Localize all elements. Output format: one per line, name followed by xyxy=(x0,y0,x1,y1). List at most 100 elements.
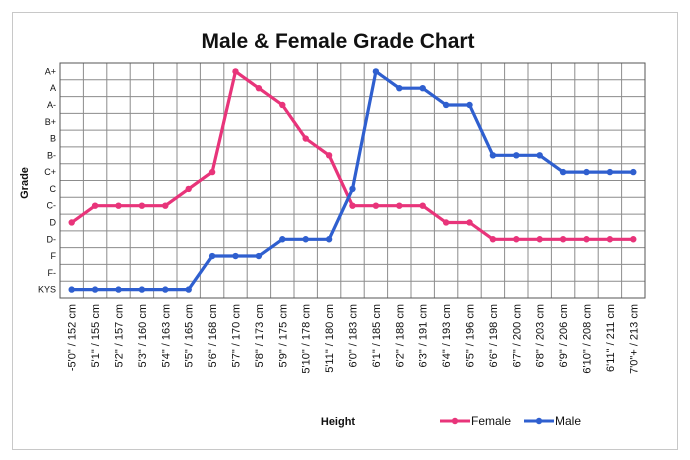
data-point-female xyxy=(232,68,239,75)
x-tick-label: 5'10" / 178 cm xyxy=(301,304,313,374)
data-point-female xyxy=(208,168,216,176)
data-point-male xyxy=(606,168,614,176)
x-axis-label: Height xyxy=(321,416,356,428)
data-point-female xyxy=(325,152,333,159)
data-point-female xyxy=(349,202,356,209)
x-tick-label: -5'0" / 152 cm xyxy=(67,304,79,371)
x-tick-label: 5'2" / 157 cm xyxy=(114,304,126,367)
data-point-male xyxy=(513,152,520,159)
data-point-male xyxy=(68,286,75,293)
data-point-female xyxy=(489,236,497,243)
legend-female-label: Female xyxy=(471,414,511,428)
data-point-female xyxy=(536,236,543,243)
data-point-male xyxy=(466,101,473,109)
x-tick-label: 6'7" / 200 cm xyxy=(511,304,523,367)
data-point-male xyxy=(138,286,146,293)
data-point-female xyxy=(559,236,567,243)
x-tick-label: 6'9" / 206 cm xyxy=(558,304,570,367)
data-point-female xyxy=(185,185,192,193)
x-tick-label: 6'10" / 208 cm xyxy=(582,304,594,374)
y-tick-label: F- xyxy=(48,268,57,278)
data-point-male xyxy=(255,252,263,260)
data-point-male xyxy=(419,84,426,92)
data-point-female xyxy=(91,202,99,209)
x-tick-label: 6'5" / 196 cm xyxy=(465,304,477,367)
x-tick-label: 5'11" / 180 cm xyxy=(324,304,336,373)
data-point-female xyxy=(68,219,75,226)
data-point-male xyxy=(232,252,239,260)
data-point-female xyxy=(115,202,122,209)
data-point-male xyxy=(208,252,216,260)
data-point-male xyxy=(536,152,543,159)
legend-male-marker xyxy=(535,417,543,425)
data-point-female xyxy=(138,202,146,209)
data-point-male xyxy=(185,286,192,293)
x-tick-label: 5'4" / 163 cm xyxy=(160,304,172,367)
y-tick-label: KYS xyxy=(38,285,56,295)
x-tick-label: 7'0"+ / 213 cm xyxy=(628,304,640,374)
x-tick-label: 5'7" / 170 cm xyxy=(231,304,243,367)
data-point-male xyxy=(302,236,309,243)
x-axis-ticks: -5'0" / 152 cm 5'1" / 155 cm 5'2" / 157 cm… xyxy=(67,304,641,374)
plot-area xyxy=(59,62,646,299)
data-point-male xyxy=(442,101,450,109)
grid-lines xyxy=(60,63,645,298)
x-tick-label: 5'1" / 155 cm xyxy=(90,304,102,367)
x-tick-label: 5'6" / 168 cm xyxy=(207,304,219,367)
x-tick-label: 6'2" / 188 cm xyxy=(394,304,406,367)
data-point-male xyxy=(91,286,99,293)
x-tick-label: 5'3" / 160 cm xyxy=(137,304,149,367)
data-point-male xyxy=(279,236,286,243)
data-point-female xyxy=(419,202,426,209)
data-point-female xyxy=(630,236,637,243)
data-point-female xyxy=(466,219,473,226)
x-tick-label: 6'6" / 198 cm xyxy=(488,304,500,367)
legend-male-label: Male xyxy=(555,414,581,428)
data-point-female xyxy=(396,202,403,209)
data-point-female xyxy=(606,236,614,243)
y-tick-label: D xyxy=(50,217,57,227)
data-point-female xyxy=(302,135,309,142)
chart-title: Male & Female Grade Chart xyxy=(201,30,474,53)
y-tick-label: D- xyxy=(47,234,57,244)
x-tick-label: 5'8" / 173 cm xyxy=(254,304,266,367)
data-point-male xyxy=(583,168,590,176)
data-point-male xyxy=(115,286,122,293)
data-point-female xyxy=(162,202,169,209)
y-tick-label: B- xyxy=(47,150,56,160)
series-female xyxy=(68,68,637,243)
legend: Female Male xyxy=(440,414,581,428)
data-point-female xyxy=(583,236,590,243)
y-tick-label: C+ xyxy=(44,167,56,177)
legend-female-marker xyxy=(451,417,459,425)
data-point-male xyxy=(162,286,169,293)
y-tick-label: F xyxy=(51,251,57,261)
data-point-female xyxy=(372,202,380,209)
y-axis-label: Grade xyxy=(19,167,31,199)
y-tick-label: A+ xyxy=(45,66,56,76)
data-point-male xyxy=(396,84,403,92)
data-point-male xyxy=(325,236,333,243)
x-tick-label: 6'0" / 183 cm xyxy=(348,304,360,367)
data-point-male xyxy=(559,168,567,176)
data-point-female xyxy=(513,236,520,243)
x-tick-label: 5'5" / 165 cm xyxy=(184,304,196,367)
data-point-female xyxy=(255,84,263,92)
y-tick-label: C xyxy=(50,184,57,194)
y-tick-label: A- xyxy=(47,100,56,110)
data-point-female xyxy=(442,219,450,226)
data-point-male xyxy=(489,152,497,159)
x-tick-label: 5'9" / 175 cm xyxy=(277,304,289,367)
y-axis-ticks: KYS F- F D- D C- C C+ B- B B+ A- A A+ xyxy=(38,66,57,294)
y-tick-label: C- xyxy=(47,201,57,211)
data-point-male xyxy=(372,68,380,75)
x-tick-label: 6'1" / 185 cm xyxy=(371,304,383,367)
x-tick-label: 6'4" / 193 cm xyxy=(441,304,453,367)
x-tick-label: 6'3" / 191 cm xyxy=(418,304,430,367)
y-tick-label: A xyxy=(50,83,56,93)
y-tick-label: B xyxy=(50,134,56,144)
data-point-male xyxy=(630,168,637,176)
data-point-female xyxy=(279,101,286,109)
y-tick-label: B+ xyxy=(45,117,56,127)
